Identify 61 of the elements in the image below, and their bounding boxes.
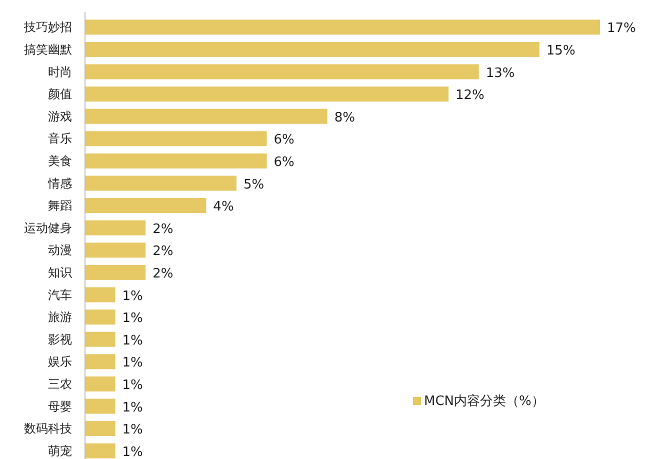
y-tick-label: 美食 bbox=[48, 154, 72, 168]
bar bbox=[85, 108, 328, 124]
data-label: 12% bbox=[456, 88, 484, 104]
data-label: 2% bbox=[152, 222, 174, 237]
y-tick-label: 舞蹈 bbox=[48, 198, 72, 213]
data-label: 1% bbox=[122, 356, 143, 371]
data-label: 15% bbox=[546, 43, 576, 58]
y-tick-label: 音乐 bbox=[48, 132, 72, 146]
bar bbox=[85, 421, 116, 436]
y-tick-label: 影视 bbox=[48, 332, 72, 346]
y-tick-label: 情感 bbox=[47, 176, 72, 190]
data-label: 1% bbox=[122, 400, 143, 416]
data-label: 1% bbox=[122, 311, 143, 326]
y-tick-label: 三农 bbox=[48, 376, 72, 391]
y-tick-label: 颜值 bbox=[48, 87, 72, 102]
data-label: 6% bbox=[274, 132, 294, 148]
bar bbox=[85, 176, 236, 191]
bar bbox=[85, 64, 479, 80]
data-label: 8% bbox=[334, 110, 355, 126]
y-tick-label: 运动健身 bbox=[24, 220, 72, 235]
y-tick-label: 数码科技 bbox=[24, 422, 72, 436]
data-label: 5% bbox=[243, 177, 264, 192]
y-tick-label: 时尚 bbox=[48, 64, 72, 79]
bar bbox=[85, 131, 267, 146]
bar bbox=[85, 354, 116, 370]
data-label: 4% bbox=[213, 200, 234, 215]
data-label: 13% bbox=[486, 66, 515, 81]
bar bbox=[85, 20, 600, 35]
bar bbox=[85, 242, 146, 258]
bar bbox=[85, 398, 116, 414]
data-label: 2% bbox=[152, 266, 174, 282]
bar bbox=[85, 42, 540, 57]
legend-label: MCN内容分类（%） bbox=[424, 393, 544, 409]
data-label: 2% bbox=[152, 244, 174, 260]
y-tick-label: 动漫 bbox=[48, 243, 72, 258]
y-tick-label: 游戏 bbox=[48, 109, 72, 124]
bar bbox=[85, 86, 449, 102]
data-label: 6% bbox=[274, 154, 294, 170]
bar bbox=[85, 332, 116, 347]
y-tick-label: 萌宠 bbox=[48, 444, 72, 458]
y-tick-label: 母婴 bbox=[48, 399, 72, 414]
data-label: 17% bbox=[607, 21, 636, 36]
bar bbox=[85, 310, 116, 325]
data-label: 1% bbox=[122, 378, 143, 393]
y-tick-label: 娱乐 bbox=[48, 354, 72, 369]
data-label: 1% bbox=[122, 333, 143, 348]
y-tick-label: 搞笑幽默 bbox=[24, 42, 72, 56]
bar bbox=[85, 153, 267, 168]
bar bbox=[85, 443, 116, 458]
y-tick-label: 汽车 bbox=[48, 288, 72, 302]
bar bbox=[85, 376, 116, 392]
bar bbox=[85, 287, 116, 302]
y-tick-label: 技巧妙招 bbox=[23, 20, 72, 34]
data-label: 1% bbox=[122, 422, 143, 438]
data-label: 1% bbox=[122, 288, 143, 304]
bar bbox=[85, 198, 206, 214]
bar bbox=[85, 220, 146, 236]
y-tick-label: 旅游 bbox=[48, 310, 72, 324]
y-tick-label: 知识 bbox=[48, 265, 72, 280]
data-label: 1% bbox=[122, 444, 143, 459]
bar bbox=[85, 264, 146, 280]
